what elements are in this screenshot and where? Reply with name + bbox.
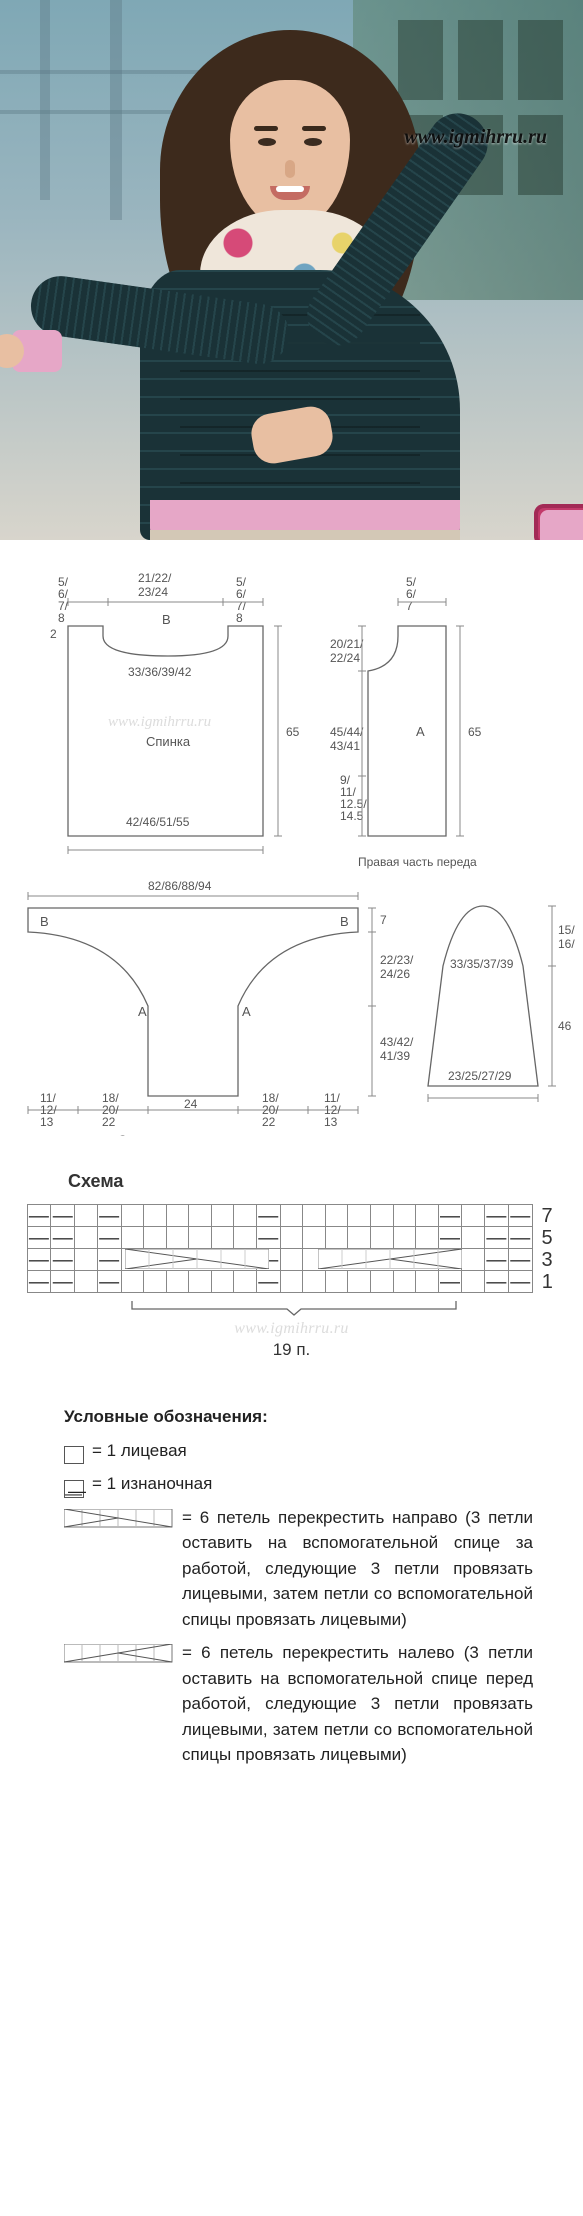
svg-text:41/39: 41/39	[380, 1049, 410, 1063]
svg-text:33/36/39/42: 33/36/39/42	[128, 665, 192, 679]
svg-text:7: 7	[380, 913, 387, 927]
legend-cable-right: = 6 петель перекрестить на­право (3 петл…	[182, 1505, 533, 1633]
svg-text:A: A	[416, 724, 425, 739]
svg-text:8: 8	[58, 611, 65, 625]
svg-text:65: 65	[286, 725, 300, 739]
svg-text:13: 13	[40, 1115, 54, 1129]
hero-photo: www.igmihrru.ru	[0, 0, 583, 540]
svg-text:7: 7	[406, 599, 413, 613]
svg-text:23/25/27/29: 23/25/27/29	[448, 1069, 512, 1083]
legend-purl: = 1 изнаночная	[92, 1471, 533, 1497]
svg-text:15/15/: 15/15/	[558, 923, 575, 937]
svg-text:43/41: 43/41	[330, 739, 360, 753]
svg-text:A: A	[138, 1004, 147, 1019]
legend-cable-left: = 6 петель перекрестить налево (3 петли …	[182, 1640, 533, 1768]
svg-text:24/26: 24/26	[380, 967, 410, 981]
svg-text:Спинка: Спинка	[146, 734, 191, 749]
photo-watermark: www.igmihrru.ru	[404, 126, 547, 149]
svg-text:16/16: 16/16	[558, 937, 575, 951]
svg-text:24: 24	[184, 1097, 198, 1111]
svg-text:22: 22	[262, 1115, 276, 1129]
svg-text:B: B	[162, 612, 171, 627]
svg-text:B: B	[40, 914, 49, 929]
svg-text:14.5: 14.5	[340, 809, 364, 823]
svg-text:22/24: 22/24	[330, 651, 360, 665]
stitch-chart: 7 5 3	[27, 1204, 557, 1293]
svg-text:42/46/51/55: 42/46/51/55	[126, 815, 190, 829]
svg-text:22: 22	[102, 1115, 116, 1129]
svg-text:Правая часть переда: Правая часть переда	[358, 855, 477, 869]
pattern-diagrams: 5/6/7/8 21/22/ 23/24 5/6/7/8 B 2 33/36/3…	[0, 540, 583, 1141]
legend: Условные обозначения: = 1 лицевая = 1 из…	[0, 1360, 583, 1812]
svg-text:www.igmihrru.ru: www.igmihrru.ru	[108, 714, 211, 730]
svg-text:Средняя часть переда: Средняя часть переда	[118, 1133, 244, 1136]
stitch-count: 19 п.	[24, 1340, 559, 1360]
svg-text:21/22/: 21/22/	[138, 571, 172, 585]
legend-knit: = 1 лицевая	[92, 1438, 533, 1464]
svg-text:82/86/88/94: 82/86/88/94	[148, 879, 212, 893]
svg-text:B: B	[340, 914, 349, 929]
svg-text:8: 8	[236, 611, 243, 625]
svg-text:46: 46	[558, 1019, 572, 1033]
svg-text:2: 2	[50, 627, 57, 641]
schema-watermark: www.igmihrru.ru	[24, 1320, 559, 1338]
svg-text:23/24: 23/24	[138, 585, 168, 599]
svg-text:33/35/37/39: 33/35/37/39	[450, 957, 514, 971]
legend-title: Условные обозначения:	[64, 1404, 533, 1430]
stitch-schema: Схема 7 5	[0, 1141, 583, 1360]
svg-text:13: 13	[324, 1115, 338, 1129]
svg-text:65: 65	[468, 725, 482, 739]
svg-text:45/44/: 45/44/	[330, 725, 364, 739]
svg-text:A: A	[242, 1004, 251, 1019]
svg-text:22/23/: 22/23/	[380, 953, 414, 967]
schema-title: Схема	[68, 1171, 559, 1192]
svg-text:43/42/: 43/42/	[380, 1035, 414, 1049]
svg-text:20/21/: 20/21/	[330, 637, 364, 651]
